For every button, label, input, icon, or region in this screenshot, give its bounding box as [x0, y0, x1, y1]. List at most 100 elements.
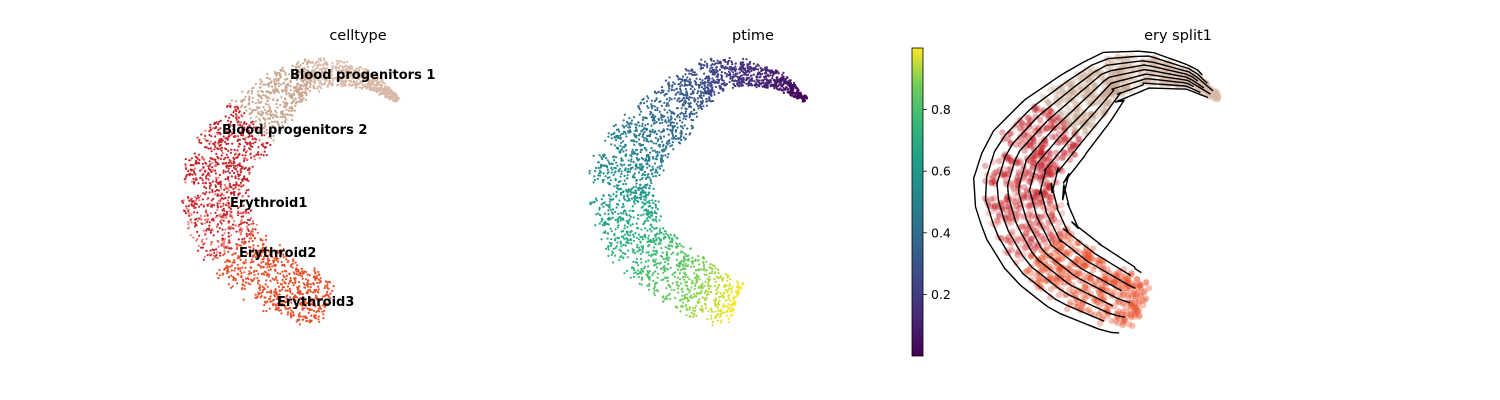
- ptime-point: [637, 171, 641, 174]
- ptime-point: [652, 271, 655, 274]
- ptime-point: [627, 233, 630, 236]
- celltype-point: [242, 184, 245, 187]
- celltype-point: [225, 165, 228, 168]
- ptime-point: [657, 236, 661, 239]
- ptime-point: [641, 98, 644, 101]
- ptime-point: [672, 251, 675, 254]
- celltype-point: [301, 270, 304, 273]
- celltype-point: [230, 226, 233, 229]
- celltype-point: [281, 113, 284, 116]
- celltype-point: [227, 283, 230, 286]
- celltype-point: [246, 92, 249, 95]
- celltype-point: [211, 166, 214, 169]
- ptime-point: [618, 199, 621, 202]
- celltype-point: [317, 270, 320, 274]
- celltype-point: [290, 109, 293, 112]
- ptime-point: [699, 309, 702, 312]
- ptime-point: [688, 291, 691, 294]
- ptime-point: [685, 307, 688, 310]
- celltype-point: [225, 201, 229, 204]
- celltype-point: [227, 250, 230, 253]
- celltype-point: [227, 187, 230, 190]
- ptime-point: [655, 212, 658, 215]
- celltype-point: [276, 98, 279, 101]
- ptime-point: [665, 276, 668, 280]
- ptime-point: [764, 66, 767, 69]
- ptime-point: [744, 69, 748, 72]
- celltype-point: [317, 288, 320, 291]
- celltype-point: [262, 288, 265, 292]
- celltype-point: [312, 309, 315, 312]
- ptime-point: [715, 80, 718, 84]
- celltype-point: [203, 185, 206, 188]
- ptime-point: [654, 263, 658, 266]
- ptime-point: [646, 123, 650, 126]
- ptime-point: [702, 261, 705, 264]
- celltype-point: [230, 160, 233, 163]
- celltype-point: [242, 137, 245, 140]
- ptime-point: [715, 288, 718, 291]
- celltype-point: [233, 148, 236, 152]
- celltype-point: [243, 157, 246, 160]
- celltype-point: [303, 82, 306, 85]
- ptime-point: [599, 166, 602, 169]
- ptime-point: [600, 238, 603, 241]
- celltype-point: [258, 138, 261, 142]
- ptime-point: [614, 218, 617, 221]
- celltype-point: [298, 312, 301, 315]
- ptime-point: [748, 80, 751, 83]
- ptime-point: [701, 79, 704, 82]
- ptime-point: [641, 174, 644, 177]
- ptime-point: [636, 243, 639, 246]
- ptime-point: [685, 254, 688, 257]
- celltype-point: [207, 218, 210, 221]
- celltype-point: [227, 189, 230, 192]
- ptime-point: [597, 166, 600, 170]
- ptime-point: [604, 220, 607, 223]
- celltype-point: [261, 290, 264, 294]
- ptime-point: [716, 59, 719, 62]
- ptime-point: [691, 85, 694, 89]
- ptime-point: [702, 92, 706, 95]
- ptime-point: [614, 123, 618, 126]
- ptime-point: [688, 113, 691, 116]
- ptime-point: [700, 86, 704, 89]
- celltype-point: [225, 210, 229, 213]
- celltype-point: [231, 285, 234, 288]
- celltype-point: [254, 296, 257, 299]
- celltype-point: [305, 320, 308, 323]
- celltype-point: [298, 323, 302, 326]
- ptime-point: [632, 216, 635, 219]
- ptime-point: [694, 306, 697, 310]
- celltype-point: [201, 179, 204, 182]
- celltype-point: [210, 241, 213, 244]
- ptime-point: [782, 91, 786, 95]
- celltype-point: [225, 216, 228, 219]
- ptime-point: [664, 119, 667, 122]
- ptime-point: [662, 129, 666, 132]
- ptime-point: [697, 90, 700, 93]
- celltype-point: [230, 186, 233, 189]
- ptime-point: [707, 310, 710, 313]
- celltype-point: [235, 243, 238, 246]
- ptime-point: [610, 137, 613, 140]
- celltype-point: [275, 111, 278, 114]
- ptime-point: [681, 79, 684, 82]
- celltype-point: [278, 84, 281, 88]
- celltype-point: [285, 274, 288, 278]
- celltype-point: [227, 179, 230, 182]
- ptime-point: [621, 124, 624, 127]
- celltype-point: [301, 277, 304, 280]
- celltype-point: [224, 196, 227, 199]
- ptime-point: [646, 201, 649, 204]
- celltype-point: [294, 104, 297, 107]
- ptime-point: [713, 272, 716, 275]
- celltype-point: [252, 222, 255, 225]
- ptime-point: [627, 249, 630, 252]
- celltype-point: [197, 196, 200, 199]
- ptime-point: [693, 88, 696, 91]
- celltype-point: [233, 171, 236, 175]
- celltype-point: [257, 99, 260, 102]
- ptime-point: [635, 191, 638, 194]
- ptime-point: [659, 227, 662, 230]
